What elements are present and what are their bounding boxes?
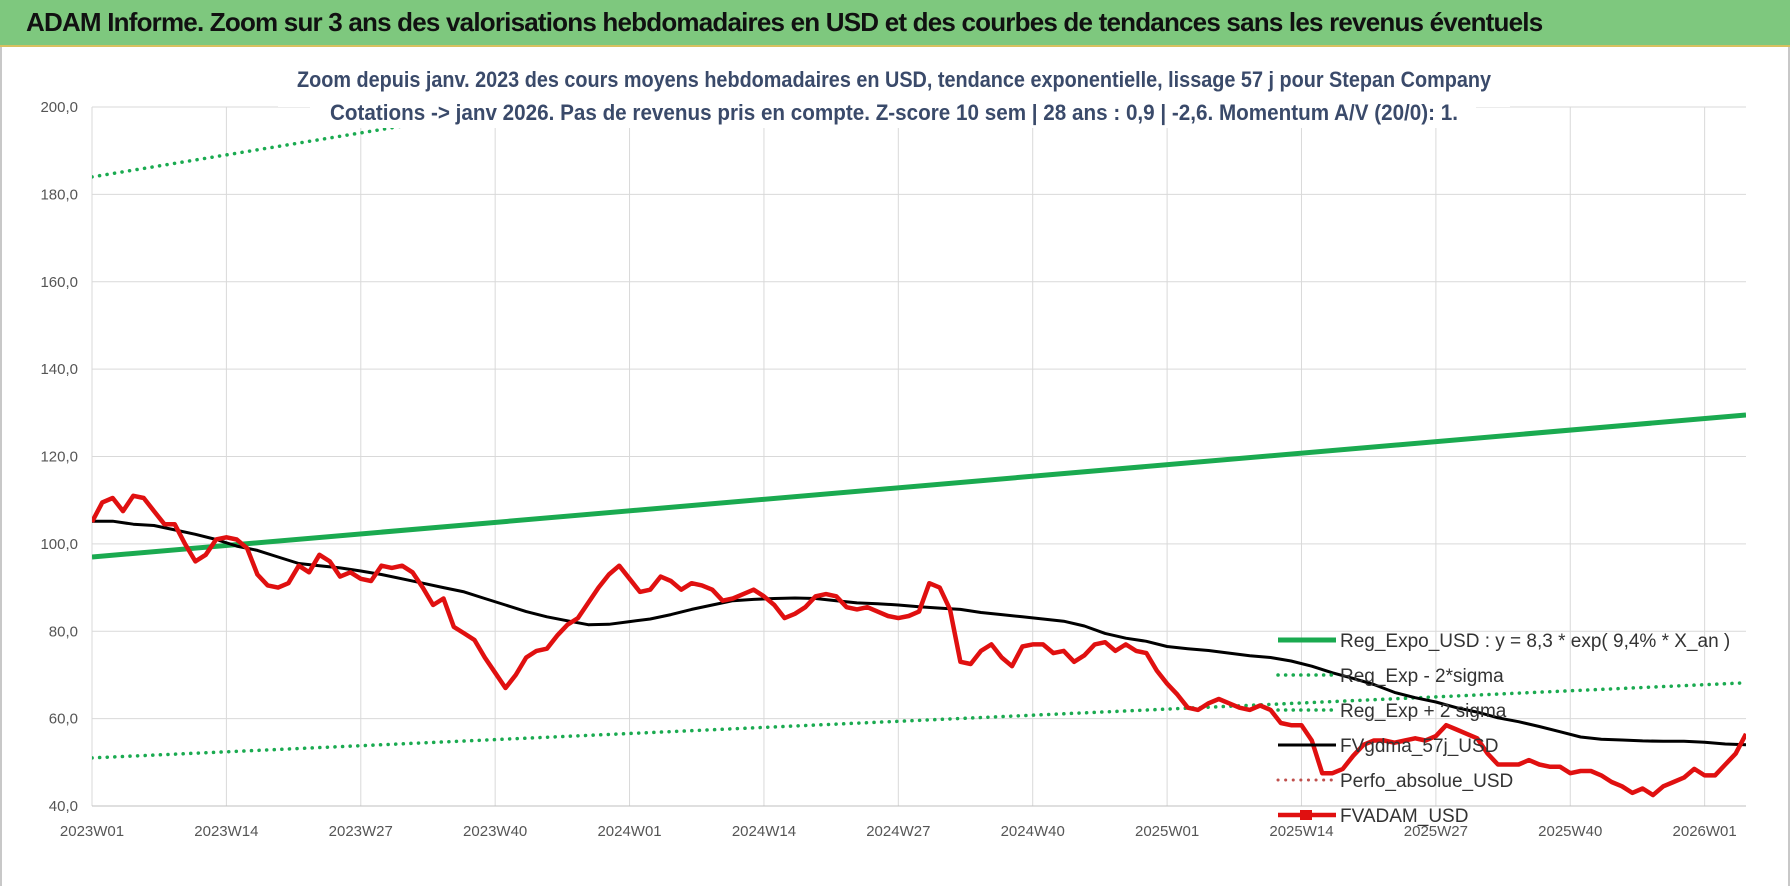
series-layer bbox=[92, 107, 1746, 798]
y-tick-label: 160,0 bbox=[40, 274, 78, 291]
y-tick-label: 200,0 bbox=[40, 99, 78, 116]
chart-title-line-1: Zoom depuis janv. 2023 des cours moyens … bbox=[297, 67, 1492, 92]
y-tick-label: 180,0 bbox=[40, 186, 78, 203]
x-tick-label: 2023W27 bbox=[329, 823, 393, 840]
x-tick-label: 2023W01 bbox=[60, 823, 124, 840]
chart-frame: 200,0 180,0 160,0 140,0 120,0 100,0 80,0 60,0 40… bbox=[0, 47, 1790, 886]
legend-label: FVADAM_USD bbox=[1340, 806, 1468, 827]
x-tick-label: 2024W14 bbox=[732, 823, 796, 840]
legend-label: Reg_Expo_USD : y = 8,3 * exp( 9,4% * X_a… bbox=[1340, 631, 1730, 652]
title-banner: ADAM Informe. Zoom sur 3 ans des valoris… bbox=[0, 0, 1790, 47]
x-tick-label: 2024W40 bbox=[1001, 823, 1065, 840]
x-tick-label: 2025W40 bbox=[1538, 823, 1602, 840]
y-tick-label: 80,0 bbox=[49, 623, 78, 640]
x-tick-label: 2023W14 bbox=[194, 823, 258, 840]
x-tick-label: 2024W01 bbox=[597, 823, 661, 840]
reg-expo-line bbox=[92, 412, 1746, 560]
x-tick-label: 2024W27 bbox=[866, 823, 930, 840]
y-tick-label: 120,0 bbox=[40, 449, 78, 466]
reg-exp-minus-2sigma-line bbox=[92, 681, 1746, 760]
y-tick-label: 140,0 bbox=[40, 361, 78, 378]
title-backing-2 bbox=[310, 94, 1476, 128]
legend-label: FVgdma_57j_USD bbox=[1340, 736, 1498, 757]
chart: 200,0 180,0 160,0 140,0 120,0 100,0 80,0 60,0 40… bbox=[40, 61, 1746, 840]
x-tick-label: 2025W14 bbox=[1269, 823, 1333, 840]
x-tick-label: 2025W27 bbox=[1404, 823, 1468, 840]
banner-title: ADAM Informe. Zoom sur 3 ans des valoris… bbox=[26, 7, 1543, 37]
x-tick-label: 2025W01 bbox=[1135, 823, 1199, 840]
legend-label: Reg_Exp + 2 sigma bbox=[1340, 701, 1507, 722]
y-tick-label: 60,0 bbox=[49, 711, 78, 728]
legend-marker bbox=[1300, 810, 1312, 820]
fvadam-line bbox=[92, 493, 1746, 798]
y-tick-label: 40,0 bbox=[49, 798, 78, 815]
y-tick-label: 100,0 bbox=[40, 536, 78, 553]
chart-title: Zoom depuis janv. 2023 des cours moyens … bbox=[278, 61, 1510, 128]
axes: 200,0 180,0 160,0 140,0 120,0 100,0 80,0 60,0 40… bbox=[40, 99, 1746, 840]
legend: Reg_Expo_USD : y = 8,3 * exp( 9,4% * X_a… bbox=[1276, 631, 1730, 827]
gridlines bbox=[91, 106, 1746, 807]
x-tick-label: 2026W01 bbox=[1673, 823, 1737, 840]
chart-title-line-2: Cotations -> janv 2026. Pas de revenus p… bbox=[330, 100, 1458, 125]
legend-label: Perfo_absolue_USD bbox=[1340, 771, 1513, 792]
legend-label: Reg_Exp - 2*sigma bbox=[1340, 666, 1504, 687]
x-tick-label: 2023W40 bbox=[463, 823, 527, 840]
